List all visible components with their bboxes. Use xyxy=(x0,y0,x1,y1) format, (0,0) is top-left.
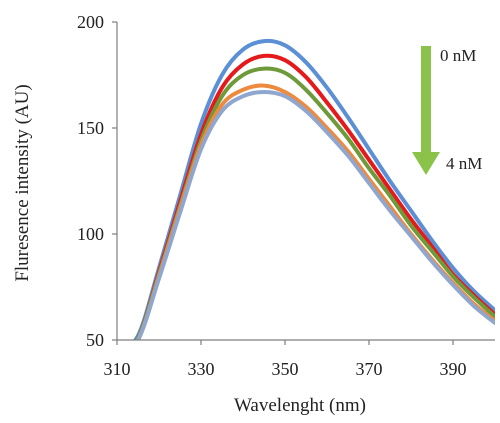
y-tick-label: 150 xyxy=(77,118,104,138)
x-tick-label: 350 xyxy=(272,359,299,379)
annotation-0nm: 0 nM xyxy=(440,46,476,65)
y-tick-label: 50 xyxy=(86,330,104,350)
series-layer xyxy=(132,38,495,340)
x-tick-label: 390 xyxy=(440,359,467,379)
concentration-arrow xyxy=(412,46,440,175)
x-tick-label: 330 xyxy=(188,359,215,379)
annotation-4nm: 4 nM xyxy=(446,154,482,173)
x-tick-label: 370 xyxy=(356,359,383,379)
x-tick-label: 310 xyxy=(104,359,131,379)
y-axis-title: Fluresence intensity (AU) xyxy=(12,84,33,281)
y-tick-label: 200 xyxy=(77,12,104,32)
arrow-head xyxy=(412,152,440,175)
x-ticks: 310 330 350 370 390 xyxy=(104,340,467,379)
y-ticks: 50 100 150 200 xyxy=(77,12,117,350)
x-axis-title: Wavelenght (nm) xyxy=(234,395,366,416)
series-line-1 xyxy=(134,53,495,340)
y-tick-label: 100 xyxy=(77,224,104,244)
arrow-shaft xyxy=(421,46,431,154)
series-line-4 xyxy=(135,90,495,340)
